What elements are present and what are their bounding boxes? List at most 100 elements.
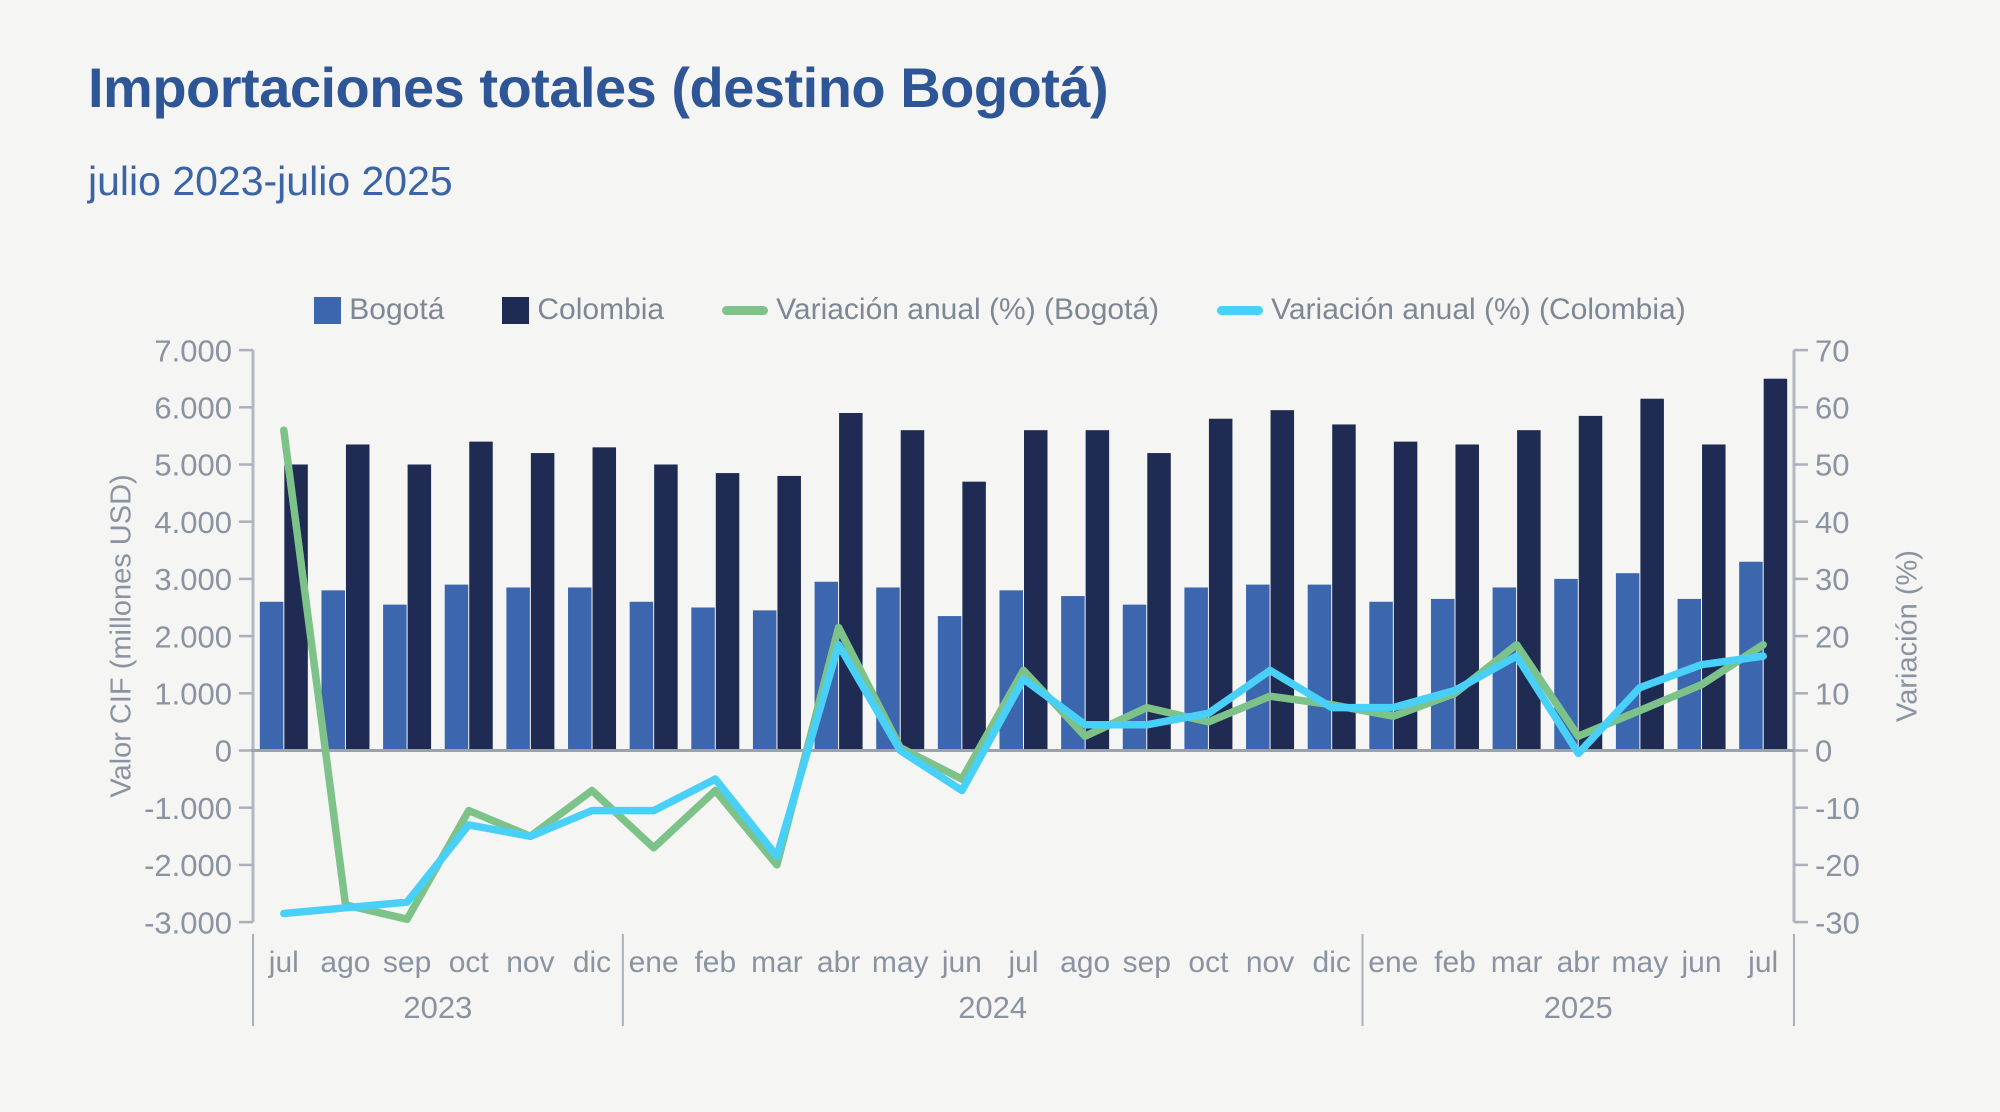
svg-text:nov: nov — [1246, 946, 1294, 979]
svg-text:40: 40 — [1815, 505, 1849, 540]
bar[interactable] — [1640, 398, 1664, 751]
svg-text:0: 0 — [1815, 734, 1832, 769]
bar[interactable] — [1763, 378, 1788, 751]
bar[interactable] — [1430, 598, 1455, 751]
svg-text:ago: ago — [320, 946, 370, 979]
colombia-swatch-icon — [502, 296, 530, 324]
svg-text:10: 10 — [1815, 676, 1849, 711]
bar[interactable] — [1184, 587, 1208, 751]
bar[interactable] — [383, 604, 407, 751]
bar[interactable] — [1147, 453, 1171, 751]
bar[interactable] — [1332, 424, 1356, 751]
bar[interactable] — [937, 616, 962, 751]
bar[interactable] — [1455, 444, 1479, 751]
svg-text:30: 30 — [1815, 562, 1849, 597]
bars-colombia — [284, 378, 1788, 751]
svg-text:-30: -30 — [1815, 905, 1860, 940]
bar[interactable] — [1615, 573, 1640, 751]
bar[interactable] — [900, 430, 925, 751]
bar[interactable] — [1024, 430, 1048, 751]
svg-text:feb: feb — [694, 946, 736, 979]
svg-text:2023: 2023 — [403, 990, 472, 1025]
svg-text:jun: jun — [941, 946, 982, 979]
svg-text:20: 20 — [1815, 619, 1849, 654]
bar[interactable] — [1085, 430, 1110, 751]
svg-text:sep: sep — [1123, 946, 1171, 979]
svg-text:-10: -10 — [1815, 791, 1860, 826]
svg-text:may: may — [1612, 946, 1669, 979]
svg-text:6.000: 6.000 — [154, 390, 232, 425]
bar[interactable] — [1369, 601, 1393, 751]
svg-text:2.000: 2.000 — [154, 619, 232, 654]
line-variacion-bogota[interactable] — [280, 426, 1767, 923]
bar[interactable] — [407, 464, 432, 751]
bar[interactable] — [1492, 587, 1517, 751]
svg-text:2024: 2024 — [958, 990, 1027, 1025]
legend-item-variacion-colombia[interactable]: Variación anual (%) (Colombia) — [1217, 293, 1686, 327]
svg-text:5.000: 5.000 — [154, 448, 232, 483]
bar[interactable] — [1578, 415, 1603, 751]
page-subtitle: julio 2023-julio 2025 — [88, 158, 453, 204]
bar[interactable] — [1246, 584, 1270, 751]
legend-item-colombia[interactable]: Colombia — [502, 293, 664, 327]
legend-item-bogota[interactable]: Bogotá — [314, 293, 444, 327]
bar[interactable] — [752, 610, 777, 751]
svg-text:-3.000: -3.000 — [144, 905, 232, 940]
svg-text:oct: oct — [1188, 946, 1229, 979]
variacion-colombia-line-icon — [1217, 305, 1264, 315]
variacion-bogota-line-icon — [722, 305, 769, 315]
bar[interactable] — [568, 587, 592, 751]
bar[interactable] — [1517, 430, 1541, 751]
bar[interactable] — [654, 464, 678, 751]
left-axis: 7.000 6.000 5.000 4.000 3.000 2.000 1.000 0 -1.0… — [144, 333, 253, 940]
svg-text:ago: ago — [1060, 946, 1110, 979]
chart-legend: Bogotá Colombia Variación anual (%) (Bog… — [0, 293, 2000, 327]
legend-label-variacion-bogota: Variación anual (%) (Bogotá) — [776, 293, 1160, 326]
svg-text:abr: abr — [1557, 946, 1600, 979]
bar[interactable] — [506, 587, 530, 751]
svg-text:feb: feb — [1434, 946, 1476, 979]
svg-text:60: 60 — [1815, 390, 1849, 425]
svg-text:-2.000: -2.000 — [144, 848, 232, 883]
bar[interactable] — [1122, 604, 1147, 751]
bar[interactable] — [469, 441, 493, 751]
bar[interactable] — [1702, 444, 1726, 751]
bar[interactable] — [345, 444, 370, 751]
bar[interactable] — [284, 464, 308, 751]
svg-text:oct: oct — [449, 946, 490, 979]
bar[interactable] — [1270, 410, 1295, 751]
bar[interactable] — [321, 590, 345, 751]
bar[interactable] — [530, 453, 555, 751]
svg-text:-1.000: -1.000 — [144, 791, 232, 826]
svg-text:jul: jul — [1747, 946, 1778, 979]
bar[interactable] — [259, 601, 284, 751]
page-title: Importaciones totales (destino Bogotá) — [88, 56, 1109, 119]
year-separators — [252, 934, 1795, 1026]
bar[interactable] — [629, 601, 654, 751]
bar[interactable] — [1208, 418, 1233, 751]
bar[interactable] — [444, 584, 469, 751]
bar[interactable] — [592, 447, 617, 751]
svg-text:4.000: 4.000 — [154, 505, 232, 540]
bar[interactable] — [777, 475, 801, 751]
bar[interactable] — [962, 481, 986, 751]
svg-text:dic: dic — [1313, 946, 1351, 979]
svg-text:0: 0 — [215, 734, 232, 769]
svg-text:nov: nov — [506, 946, 554, 979]
bar[interactable] — [839, 413, 863, 751]
bar[interactable] — [1677, 598, 1702, 751]
legend-label-variacion-colombia: Variación anual (%) (Colombia) — [1271, 293, 1686, 326]
legend-item-variacion-bogota[interactable]: Variación anual (%) (Bogotá) — [722, 293, 1159, 327]
svg-text:abr: abr — [817, 946, 860, 979]
bar[interactable] — [1393, 441, 1418, 751]
svg-text:sep: sep — [383, 946, 431, 979]
bar[interactable] — [715, 473, 740, 751]
bar[interactable] — [1307, 584, 1332, 751]
svg-text:70: 70 — [1815, 333, 1849, 368]
bar[interactable] — [691, 607, 715, 751]
svg-text:jun: jun — [1681, 946, 1722, 979]
line-variacion-colombia[interactable] — [280, 640, 1767, 918]
svg-text:1.000: 1.000 — [154, 676, 232, 711]
